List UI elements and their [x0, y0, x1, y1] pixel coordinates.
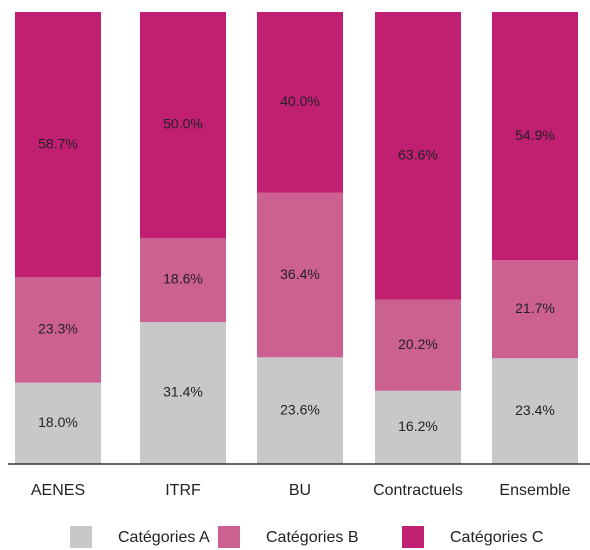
legend-label: Catégories A — [118, 529, 210, 546]
legend-label: Catégories C — [450, 529, 543, 546]
data-label: 23.3% — [38, 321, 78, 337]
data-label: 36.4% — [280, 266, 320, 282]
data-label: 18.6% — [163, 271, 203, 287]
bar-segment — [257, 12, 343, 193]
data-label: 18.0% — [38, 414, 78, 430]
bar-segment — [375, 390, 461, 464]
data-label: 21.7% — [515, 300, 555, 316]
bar-segment — [15, 277, 101, 383]
bar-segment — [15, 12, 101, 278]
data-label: 16.2% — [398, 418, 438, 434]
legend-swatch — [218, 526, 240, 548]
legend-swatch — [402, 526, 424, 548]
data-label: 23.4% — [515, 402, 555, 418]
bar-segment — [492, 12, 578, 261]
x-tick-label: ITRF — [165, 482, 201, 499]
bar-segment — [375, 12, 461, 300]
bar-segment — [15, 382, 101, 464]
bar-segment — [257, 192, 343, 358]
data-label: 31.4% — [163, 384, 203, 400]
bar-segment — [140, 238, 226, 323]
data-label: 58.7% — [38, 135, 78, 151]
data-label: 40.0% — [280, 93, 320, 109]
data-label: 63.6% — [398, 146, 438, 162]
data-label: 20.2% — [398, 336, 438, 352]
legend-label: Catégories B — [266, 529, 359, 546]
data-label: 23.6% — [280, 401, 320, 417]
bar-segment — [375, 299, 461, 391]
data-label: 50.0% — [163, 116, 203, 132]
bar-segment — [257, 357, 343, 464]
bar-segment — [492, 358, 578, 464]
x-tick-label: AENES — [31, 482, 85, 499]
x-tick-label: Contractuels — [373, 482, 463, 499]
x-tick-label: BU — [289, 482, 311, 499]
bar-segment — [140, 322, 226, 464]
legend-swatch — [70, 526, 92, 548]
data-label: 54.9% — [515, 127, 555, 143]
bar-segment — [140, 12, 226, 238]
bar-segment — [492, 260, 578, 359]
x-tick-label: Ensemble — [499, 482, 570, 499]
